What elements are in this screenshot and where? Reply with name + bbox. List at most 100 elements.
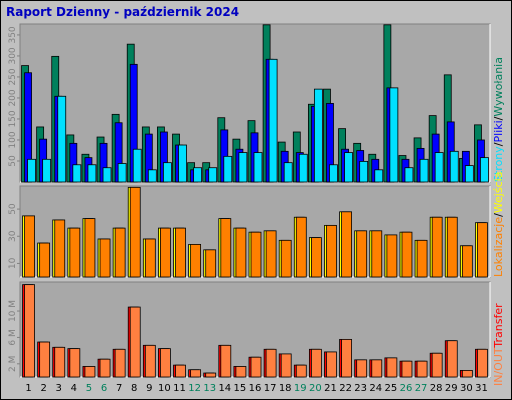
x-tick-label: 20 xyxy=(309,383,322,394)
bar xyxy=(205,372,217,378)
x-tick-label: 15 xyxy=(234,383,247,394)
x-tick-label: 19 xyxy=(294,383,307,394)
bar xyxy=(295,364,307,378)
bar xyxy=(99,238,111,278)
bar xyxy=(160,227,171,278)
x-tick-label: 6 xyxy=(101,383,107,394)
x-tick-label: 30 xyxy=(460,383,473,394)
bar xyxy=(446,216,458,278)
bar xyxy=(175,364,186,378)
bar xyxy=(27,158,36,183)
legend-item: Pliki xyxy=(492,120,505,142)
x-tick-label: 14 xyxy=(218,383,231,394)
x-tick-label: 13 xyxy=(203,383,216,394)
bar xyxy=(250,231,262,278)
bar xyxy=(280,239,292,278)
bar xyxy=(386,357,398,378)
bar xyxy=(431,216,443,278)
x-tick-label: 31 xyxy=(475,383,488,394)
bar xyxy=(341,211,352,278)
bar xyxy=(193,167,203,183)
bar xyxy=(371,359,383,378)
y-tick-label: 250 xyxy=(8,68,18,85)
bar xyxy=(253,152,263,183)
bar xyxy=(477,348,488,378)
bar xyxy=(374,169,384,183)
bar xyxy=(461,245,473,278)
x-tick-label: 26 xyxy=(400,383,413,394)
bar xyxy=(39,242,51,278)
bar xyxy=(461,370,473,378)
bar xyxy=(329,164,338,183)
bar xyxy=(163,162,172,183)
bar xyxy=(265,230,277,278)
bar xyxy=(42,158,52,183)
bar xyxy=(356,359,368,378)
bar xyxy=(114,348,126,378)
bar xyxy=(129,306,141,378)
bar xyxy=(477,222,488,278)
y-tick-label: 300 xyxy=(8,47,18,64)
x-tick-label: 2 xyxy=(40,383,46,394)
bar xyxy=(389,87,399,183)
bar xyxy=(39,341,51,378)
bar xyxy=(298,153,308,183)
bar xyxy=(205,249,217,278)
bar xyxy=(419,158,429,183)
x-tick-label: 24 xyxy=(369,383,382,394)
bar xyxy=(356,230,368,278)
y-tick-label: 350 xyxy=(8,26,18,43)
x-tick-label: 18 xyxy=(279,383,292,394)
bar xyxy=(416,360,428,378)
bar xyxy=(129,186,141,278)
y-tick-label: 50 xyxy=(8,155,18,167)
legend: Lokalizacje/Wejścia xyxy=(492,172,505,277)
bar xyxy=(147,169,157,183)
bar xyxy=(144,344,156,378)
bar xyxy=(132,148,142,183)
bar xyxy=(449,150,459,183)
bar xyxy=(431,352,443,378)
bar xyxy=(283,162,293,183)
bar xyxy=(310,348,322,378)
bar xyxy=(446,340,458,378)
x-tick-label: 25 xyxy=(385,383,398,394)
bar xyxy=(99,358,111,378)
bar xyxy=(190,244,202,278)
y-tick-label: 10 xyxy=(8,257,18,269)
bar xyxy=(265,348,277,378)
bar xyxy=(114,227,126,278)
bar xyxy=(268,58,278,183)
bar xyxy=(69,348,81,378)
x-tick-label: 29 xyxy=(445,383,458,394)
bar xyxy=(235,227,247,278)
bar xyxy=(401,231,413,278)
bar xyxy=(326,224,337,278)
legend: Strony/Pliki/Wywołania xyxy=(492,57,505,182)
bar xyxy=(313,88,323,183)
bar xyxy=(117,163,127,183)
x-tick-label: 8 xyxy=(131,383,137,394)
legend-item: IN/OUT xyxy=(492,347,505,386)
bar xyxy=(341,338,352,378)
x-tick-label: 1 xyxy=(25,383,31,394)
bar xyxy=(220,218,232,278)
legend-item: Wejścia xyxy=(492,172,505,214)
bar xyxy=(175,227,186,278)
bar xyxy=(295,216,307,278)
x-tick-label: 4 xyxy=(71,383,77,394)
bar xyxy=(54,346,66,378)
x-tick-label: 23 xyxy=(354,383,367,394)
x-tick-label: 3 xyxy=(56,383,62,394)
bar xyxy=(84,218,96,278)
bar xyxy=(416,239,428,278)
bar xyxy=(54,219,66,278)
y-tick-label: 2 M xyxy=(8,356,18,372)
bar xyxy=(238,152,248,183)
chart-title: Raport Dzienny - październik 2024 xyxy=(6,5,239,19)
x-tick-label: 17 xyxy=(264,383,277,394)
bar xyxy=(310,237,322,278)
bar xyxy=(344,152,353,183)
legend-item: Transfer xyxy=(492,303,505,349)
